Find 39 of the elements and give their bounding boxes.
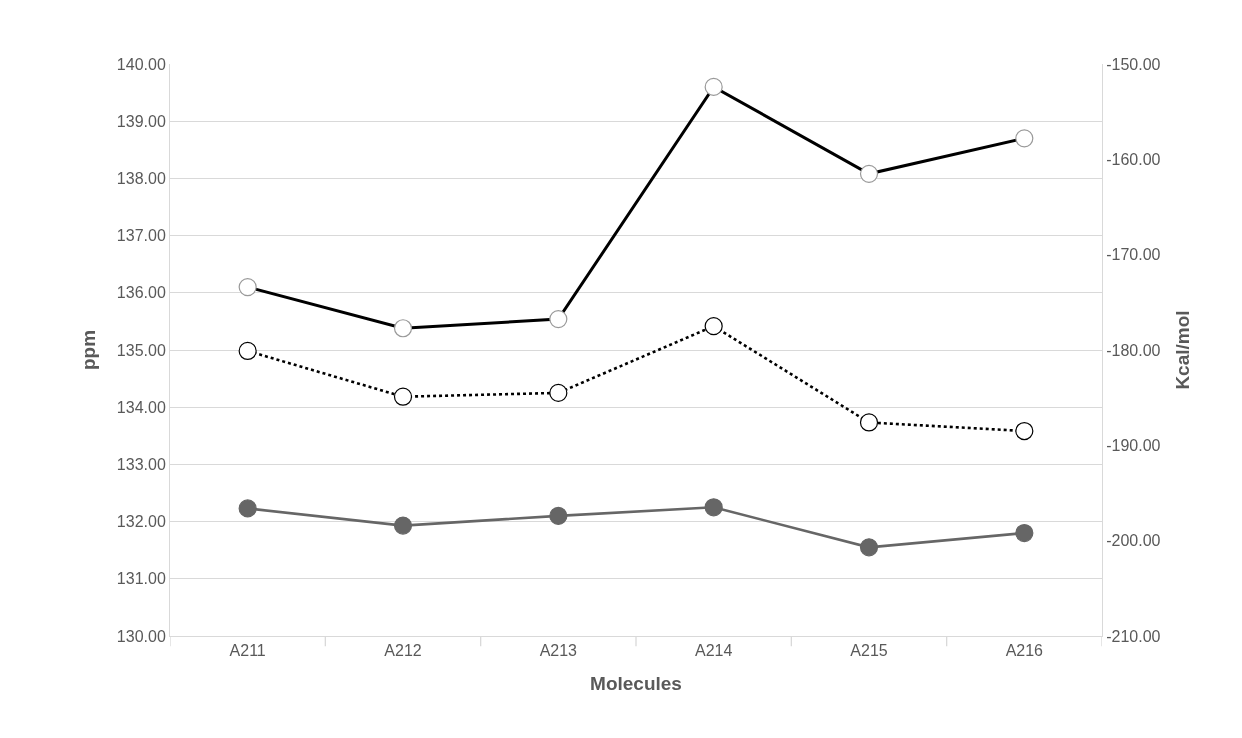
- y2-tick-label: -180.00: [1106, 341, 1161, 359]
- y-tick-label: 131.00: [116, 570, 166, 588]
- point: [704, 317, 723, 336]
- y-tick-label: 139.00: [116, 112, 166, 130]
- x-tick-label: A215: [850, 642, 888, 660]
- y2-tick-label: -160.00: [1106, 150, 1161, 168]
- x-tick-label: A216: [1005, 642, 1044, 660]
- y-tick-label: 136.00: [116, 284, 166, 302]
- y2-tick-label: -190.00: [1106, 436, 1161, 454]
- point: [393, 516, 413, 535]
- y-tick-label: 134.00: [116, 398, 166, 416]
- x-tick-label: A212: [384, 642, 422, 660]
- y-axis-title: ppm: [77, 329, 99, 371]
- point: [1015, 421, 1034, 441]
- point: [238, 341, 257, 361]
- point: [859, 413, 879, 432]
- y-tick-label: 133.00: [116, 456, 166, 473]
- x-tick-label: A211: [229, 642, 266, 660]
- y-tick-label: 138.00: [116, 170, 166, 187]
- y2-tick-label: -210.00: [1106, 627, 1161, 645]
- x-tick-label: A213: [539, 642, 578, 660]
- point: [859, 538, 879, 557]
- y2-tick-label: -150.00: [1106, 55, 1161, 73]
- y-tick-label: 140.00: [116, 55, 166, 73]
- y2-tick-label: -170.00: [1106, 246, 1161, 264]
- point: [393, 387, 413, 406]
- y-tick-label: 137.00: [116, 227, 166, 245]
- point: [549, 506, 568, 525]
- y2-tick-label: -200.00: [1106, 532, 1161, 550]
- y-tick-label: 135.00: [116, 341, 166, 359]
- x-tick-label: A214: [694, 642, 733, 660]
- point: [238, 499, 257, 518]
- y2-axis-title: Kcal/mol: [1172, 310, 1194, 390]
- y-tick-label: 132.00: [116, 513, 166, 531]
- point: [1015, 523, 1034, 543]
- x-axis-title: Molecules: [590, 673, 682, 694]
- y-tick-label: 130.00: [116, 627, 166, 645]
- point: [549, 383, 568, 402]
- point: [704, 498, 723, 517]
